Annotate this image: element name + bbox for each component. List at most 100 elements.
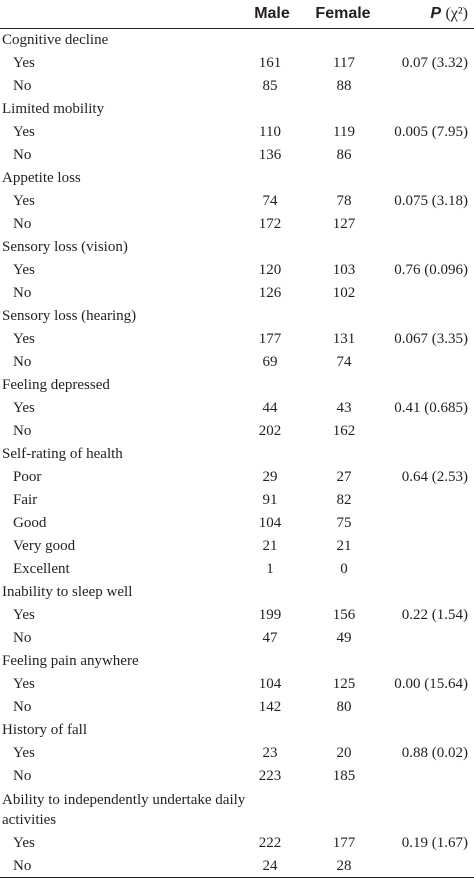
row-label: No bbox=[13, 147, 32, 163]
group-row: Feeling depressed bbox=[0, 374, 474, 397]
row-label: Excellent bbox=[13, 561, 70, 577]
male-value: 172 bbox=[258, 216, 282, 232]
female-value: 86 bbox=[336, 147, 352, 163]
table-row: No 172 127 bbox=[0, 213, 474, 236]
table-row: Excellent 1 0 bbox=[0, 558, 474, 581]
table-row: Very good 21 21 bbox=[0, 535, 474, 558]
row-label: Good bbox=[13, 515, 47, 531]
male-value: 69 bbox=[262, 354, 278, 370]
row-label: Yes bbox=[13, 835, 35, 851]
row-label: No bbox=[13, 285, 32, 301]
group-label: Cognitive decline bbox=[2, 32, 109, 48]
chi-square-symbol: (χ²) bbox=[445, 5, 468, 22]
female-value: 102 bbox=[332, 285, 356, 301]
group-row: Sensory loss (hearing) bbox=[0, 305, 474, 328]
group-row: Appetite loss bbox=[0, 167, 474, 190]
female-value: 27 bbox=[336, 469, 352, 485]
header-rule bbox=[0, 28, 474, 29]
male-value: 104 bbox=[258, 676, 282, 692]
male-value: 1 bbox=[266, 561, 274, 577]
group-label: Inability to sleep well bbox=[2, 584, 133, 600]
female-value: 125 bbox=[332, 676, 356, 692]
female-value: 75 bbox=[336, 515, 352, 531]
female-value: 43 bbox=[336, 400, 352, 416]
row-label: Yes bbox=[13, 676, 35, 692]
p-value: 0.22 (1.54) bbox=[401, 607, 468, 623]
male-value: 24 bbox=[262, 858, 278, 874]
table-row: No 223 185 bbox=[0, 765, 474, 788]
p-value: 0.075 (3.18) bbox=[394, 193, 468, 209]
p-value: 0.64 (2.53) bbox=[401, 469, 468, 485]
p-value: 0.76 (0.096) bbox=[394, 262, 468, 278]
p-value: 0.07 (3.32) bbox=[401, 55, 468, 71]
table-row: Fair 91 82 bbox=[0, 489, 474, 512]
table-row: No 85 88 bbox=[0, 75, 474, 98]
group-row: Limited mobility bbox=[0, 98, 474, 121]
row-label: No bbox=[13, 630, 32, 646]
row-label: Yes bbox=[13, 607, 35, 623]
group-label: Self-rating of health bbox=[2, 446, 123, 462]
p-value: 0.00 (15.64) bbox=[394, 676, 468, 692]
p-value: 0.067 (3.35) bbox=[394, 331, 468, 347]
row-label: Yes bbox=[13, 745, 35, 761]
male-value: 23 bbox=[262, 745, 278, 761]
row-label: Yes bbox=[13, 400, 35, 416]
row-label: Fair bbox=[13, 492, 38, 508]
female-value: 82 bbox=[336, 492, 352, 508]
table-row: Yes 120 103 0.76 (0.096) bbox=[0, 259, 474, 282]
group-row: History of fall bbox=[0, 719, 474, 742]
p-value: 0.005 (7.95) bbox=[394, 124, 468, 140]
row-label: Yes bbox=[13, 331, 35, 347]
female-value: 28 bbox=[336, 858, 352, 874]
table-row: Good 104 75 bbox=[0, 512, 474, 535]
group-label: Feeling pain anywhere bbox=[2, 653, 139, 669]
table-row: Yes 104 125 0.00 (15.64) bbox=[0, 673, 474, 696]
group-row: Ability to independently undertake daily… bbox=[0, 788, 474, 828]
row-label: No bbox=[13, 699, 32, 715]
table-row: No 202 162 bbox=[0, 420, 474, 443]
female-value: 80 bbox=[336, 699, 352, 715]
table-row: No 136 86 bbox=[0, 144, 474, 167]
group-label: History of fall bbox=[2, 722, 87, 738]
row-label: No bbox=[13, 354, 32, 370]
male-value: 120 bbox=[258, 262, 282, 278]
female-value: 88 bbox=[336, 78, 352, 94]
group-row: Sensory loss (vision) bbox=[0, 236, 474, 259]
male-value: 136 bbox=[258, 147, 282, 163]
female-value: 162 bbox=[332, 423, 356, 439]
row-label: No bbox=[13, 423, 32, 439]
table-row: No 142 80 bbox=[0, 696, 474, 719]
group-row: Inability to sleep well bbox=[0, 581, 474, 604]
table-row: Yes 44 43 0.41 (0.685) bbox=[0, 397, 474, 420]
table-row: Yes 199 156 0.22 (1.54) bbox=[0, 604, 474, 627]
male-value: 177 bbox=[258, 331, 282, 347]
male-value: 104 bbox=[258, 515, 282, 531]
female-value: 74 bbox=[336, 354, 352, 370]
table-row: Yes 23 20 0.88 (0.02) bbox=[0, 742, 474, 765]
group-label: Feeling depressed bbox=[2, 377, 110, 393]
male-value: 47 bbox=[262, 630, 278, 646]
male-value: 126 bbox=[258, 285, 282, 301]
male-value: 74 bbox=[262, 193, 278, 209]
group-label: Ability to independently undertake daily… bbox=[2, 792, 246, 828]
table-row: Yes 177 131 0.067 (3.35) bbox=[0, 328, 474, 351]
p-value: 0.41 (0.685) bbox=[394, 400, 468, 416]
row-label: Poor bbox=[13, 469, 42, 485]
male-value: 199 bbox=[258, 607, 282, 623]
group-row: Feeling pain anywhere bbox=[0, 650, 474, 673]
female-value: 185 bbox=[332, 768, 356, 784]
table-row: Poor 29 27 0.64 (2.53) bbox=[0, 466, 474, 489]
female-value: 156 bbox=[332, 607, 356, 623]
table-header: Male Female P (χ²) bbox=[0, 0, 474, 27]
group-row: Cognitive decline bbox=[0, 29, 474, 52]
table-row: Yes 110 119 0.005 (7.95) bbox=[0, 121, 474, 144]
row-label: No bbox=[13, 78, 32, 94]
male-value: 202 bbox=[258, 423, 282, 439]
male-value: 21 bbox=[262, 538, 278, 554]
table-row: Yes 222 177 0.19 (1.67) bbox=[0, 832, 474, 855]
female-value: 49 bbox=[336, 630, 352, 646]
table-row: Yes 74 78 0.075 (3.18) bbox=[0, 190, 474, 213]
p-symbol: P bbox=[430, 5, 441, 22]
row-label: No bbox=[13, 216, 32, 232]
